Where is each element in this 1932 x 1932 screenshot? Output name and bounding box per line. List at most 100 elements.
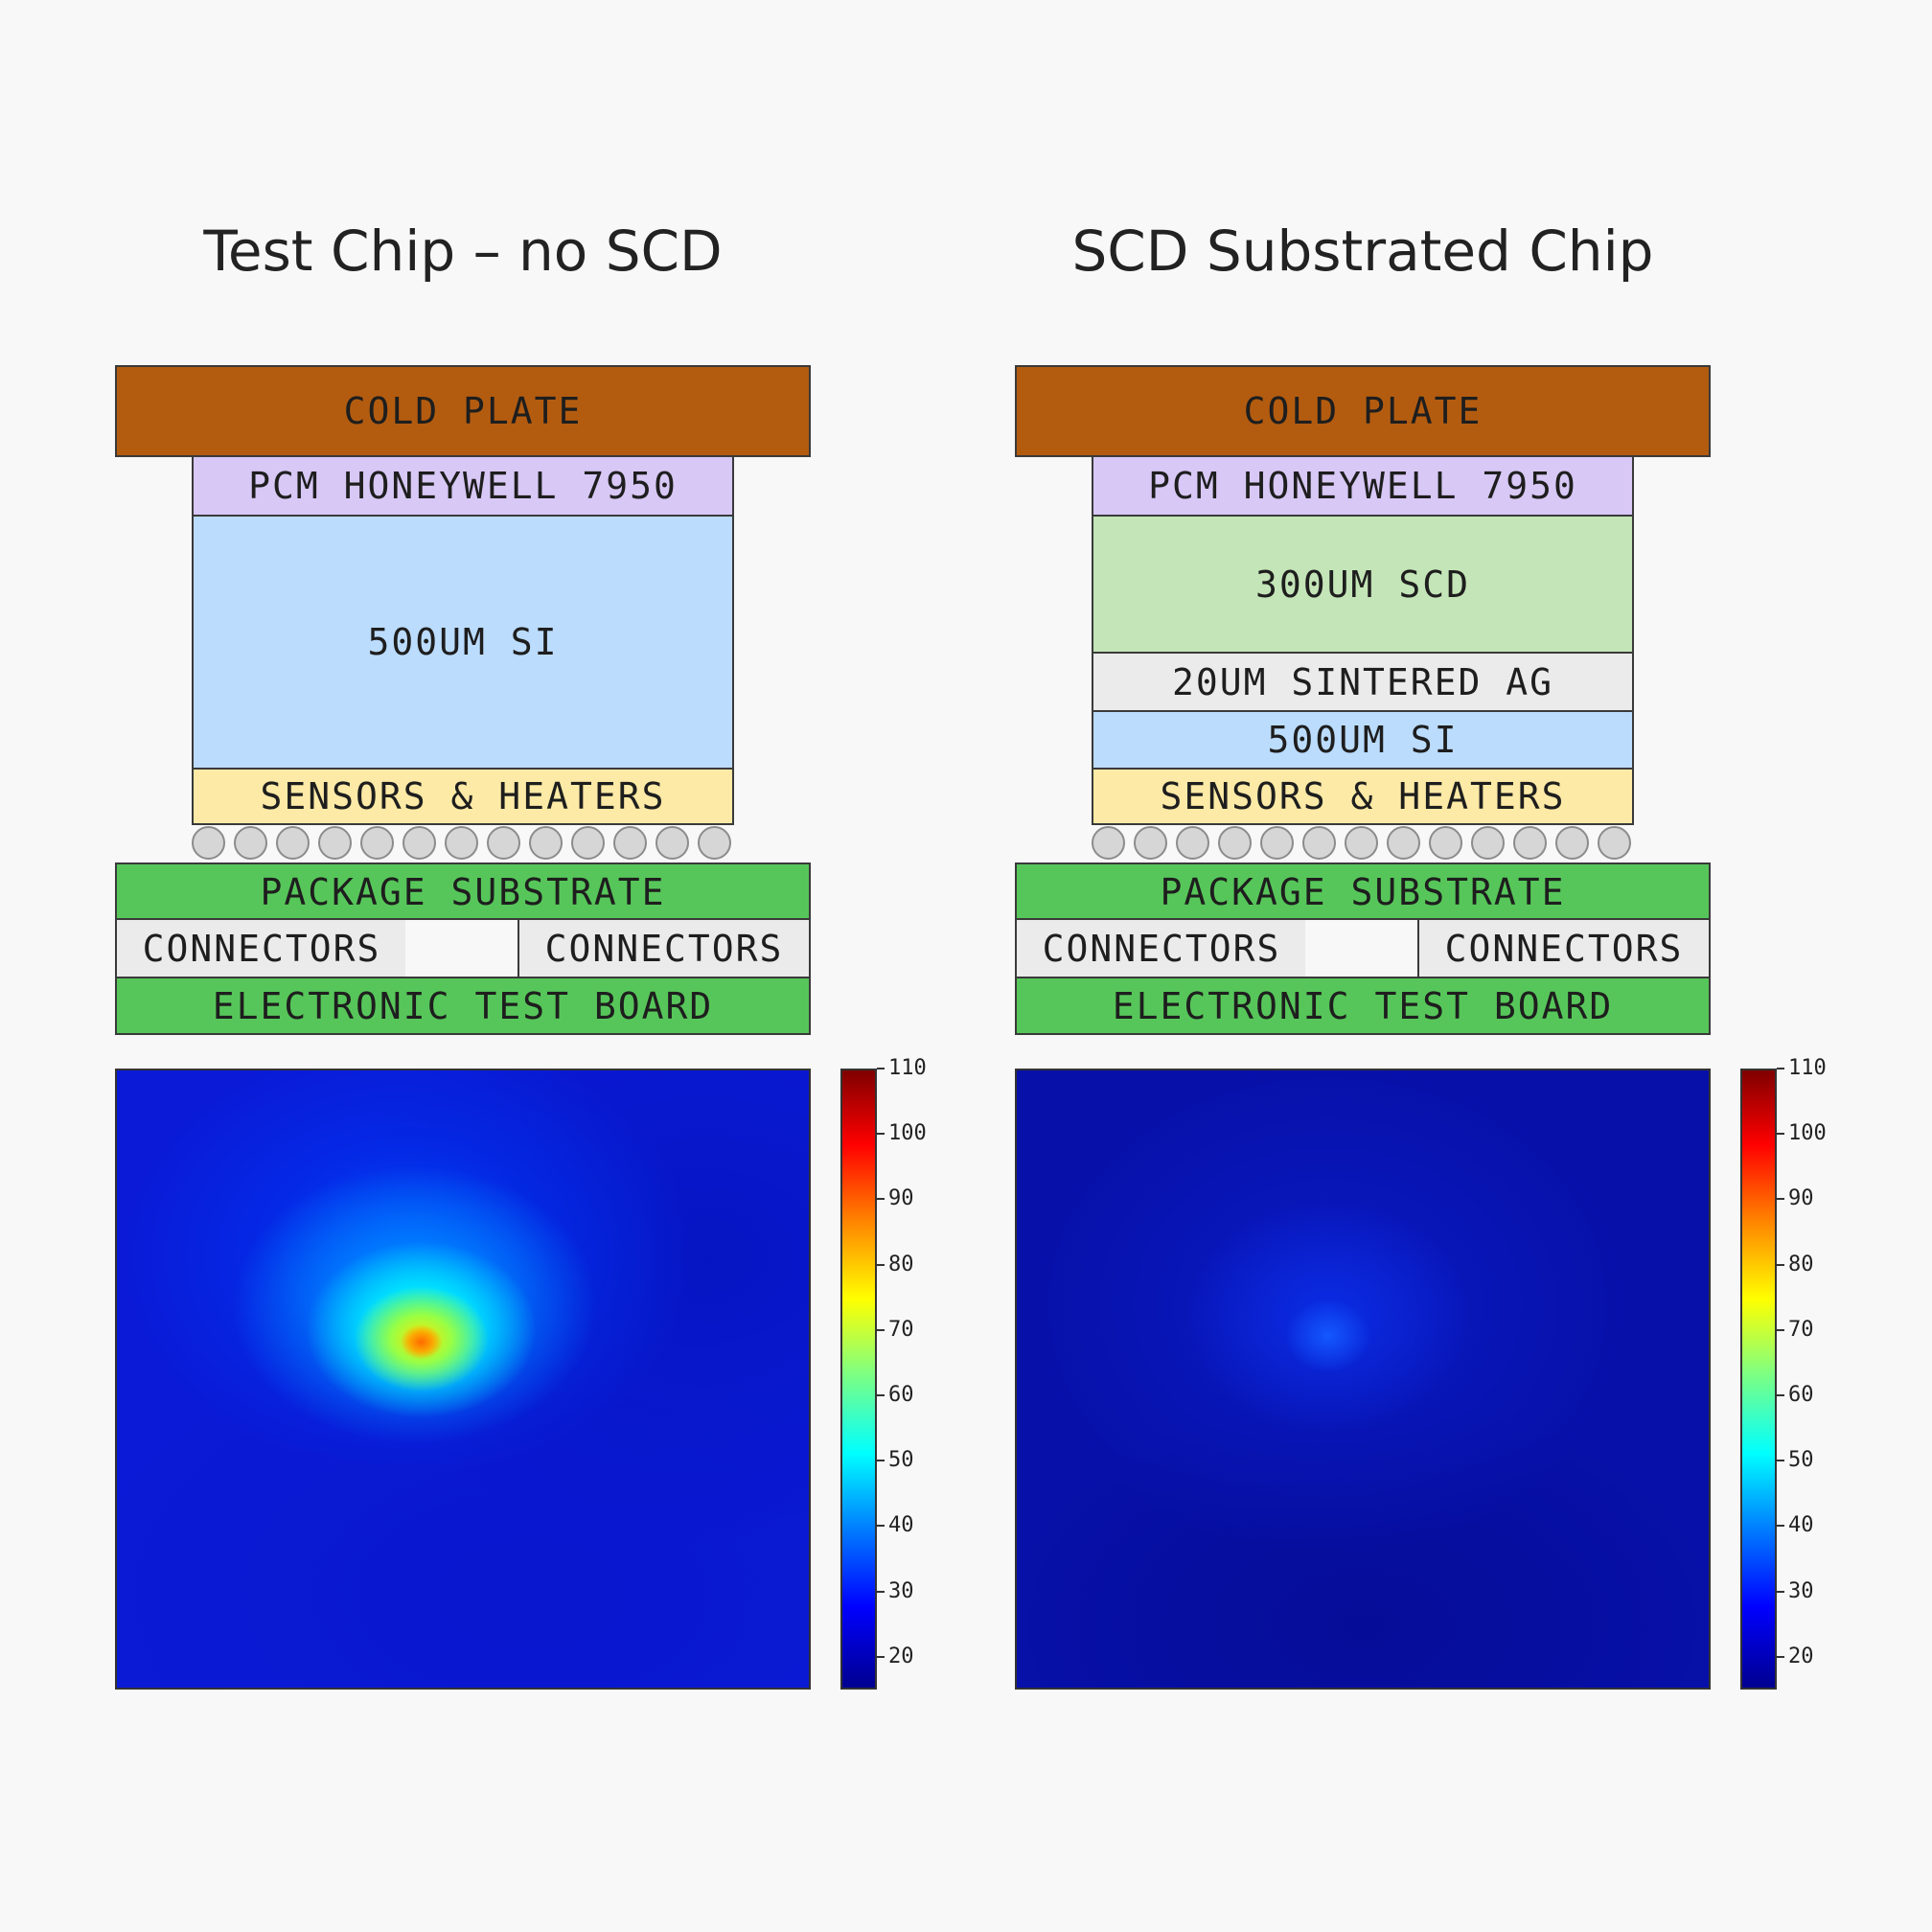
connector-gap [405,918,520,979]
solder-bumps [1092,826,1634,862]
solder-bump [1387,826,1420,860]
colorbar-tick: 100 [1777,1119,1873,1148]
tick-label: 90 [1788,1186,1814,1211]
tick-label: 100 [888,1121,927,1146]
connector-right: CONNECTORS [1417,918,1711,979]
solder-bump [571,826,605,860]
colorbar [1740,1069,1777,1690]
colorbar-tick: 20 [877,1643,973,1671]
colorbar-tick: 60 [877,1381,973,1410]
colorbar-tick: 40 [1777,1511,1873,1540]
pcm-layer: PCM HONEYWELL 7950 [192,455,734,517]
sintered-ag-layer: 20UM SINTERED AG [1092,652,1634,712]
solder-bump [1471,826,1505,860]
sensors-heaters-layer: SENSORS & HEATERS [1092,768,1634,825]
tick-label: 110 [888,1056,927,1080]
tick-mark [1777,1068,1784,1070]
tick-mark [877,1460,885,1462]
tick-mark [1777,1198,1784,1201]
colorbar-tick: 110 [1777,1054,1873,1083]
tick-mark [1777,1263,1784,1266]
colorbar-tick: 50 [1777,1446,1873,1475]
colorbar-tick: 40 [877,1511,973,1540]
panel-title: SCD Substrated Chip [1071,218,1654,284]
connector-left: CONNECTORS [1015,918,1308,979]
tick-label: 70 [1788,1317,1814,1342]
solder-bump [1302,826,1336,860]
tick-mark [1777,1590,1784,1593]
solder-bump [1092,826,1125,860]
panel-scd-chip: SCD Substrated Chip COLD PLATE PCM HONEY… [1015,0,1877,1932]
tick-mark [877,1263,885,1266]
colorbar-tick: 50 [877,1446,973,1475]
solder-bump [1176,826,1209,860]
tick-mark [877,1133,885,1136]
solder-bump [234,826,267,860]
scd-layer: 300UM SCD [1092,515,1634,654]
colorbar-tick: 20 [1777,1643,1873,1671]
solder-bump [656,826,689,860]
solder-bumps [192,826,734,862]
tick-label: 60 [888,1383,914,1408]
si-layer: 500UM SI [1092,710,1634,770]
colorbar-tick: 30 [1777,1577,1873,1606]
cold-plate-layer: COLD PLATE [1015,365,1711,457]
tick-label: 40 [888,1513,914,1538]
solder-bump [613,826,647,860]
solder-bump [529,826,563,860]
colorbar-tick: 90 [877,1184,973,1213]
solder-bump [1218,826,1252,860]
pcm-layer: PCM HONEYWELL 7950 [1092,455,1634,517]
thermal-heatmap [115,1069,811,1690]
solder-bump [1598,826,1631,860]
tick-mark [1777,1525,1784,1528]
colorbar-tick: 60 [1777,1381,1873,1410]
tick-mark [877,1590,885,1593]
solder-bump [445,826,478,860]
tick-label: 80 [1788,1252,1814,1276]
tick-label: 30 [1788,1578,1814,1603]
tick-mark [877,1394,885,1397]
solder-bump [192,826,225,860]
solder-bump [360,826,394,860]
tick-mark [877,1525,885,1528]
tick-label: 90 [888,1186,914,1211]
solder-bump [1555,826,1589,860]
solder-bump [1260,826,1294,860]
tick-mark [1777,1655,1784,1658]
colorbar-axis: 110 100 90 80 70 60 50 40 30 20 [1777,1056,1873,1690]
solder-bump [1134,826,1167,860]
colorbar-tick: 80 [877,1251,973,1279]
electronic-test-board-layer: ELECTRONIC TEST BOARD [1015,977,1711,1035]
solder-bump [276,826,310,860]
tick-label: 110 [1788,1056,1827,1080]
panel-title: Test Chip – no SCD [203,218,723,284]
colorbar-tick: 110 [877,1054,973,1083]
package-substrate-layer: PACKAGE SUBSTRATE [1015,862,1711,921]
solder-bump [698,826,731,860]
si-layer: 500UM SI [192,515,734,770]
colorbar-tick: 70 [877,1316,973,1345]
tick-label: 20 [1788,1644,1814,1668]
colorbar [840,1069,877,1690]
tick-label: 50 [888,1448,914,1473]
tick-mark [1777,1460,1784,1462]
solder-bump [487,826,520,860]
electronic-test-board-layer: ELECTRONIC TEST BOARD [115,977,811,1035]
sensors-heaters-layer: SENSORS & HEATERS [192,768,734,825]
tick-label: 80 [888,1252,914,1276]
tick-label: 20 [888,1644,914,1668]
colorbar-tick: 80 [1777,1251,1873,1279]
solder-bump [1429,826,1462,860]
cold-plate-layer: COLD PLATE [115,365,811,457]
tick-mark [1777,1328,1784,1331]
solder-bump [1345,826,1378,860]
tick-mark [877,1068,885,1070]
colorbar-tick: 70 [1777,1316,1873,1345]
tick-mark [1777,1394,1784,1397]
connector-right: CONNECTORS [518,918,811,979]
tick-label: 50 [1788,1448,1814,1473]
tick-label: 60 [1788,1383,1814,1408]
colorbar-tick: 100 [877,1119,973,1148]
tick-mark [877,1328,885,1331]
